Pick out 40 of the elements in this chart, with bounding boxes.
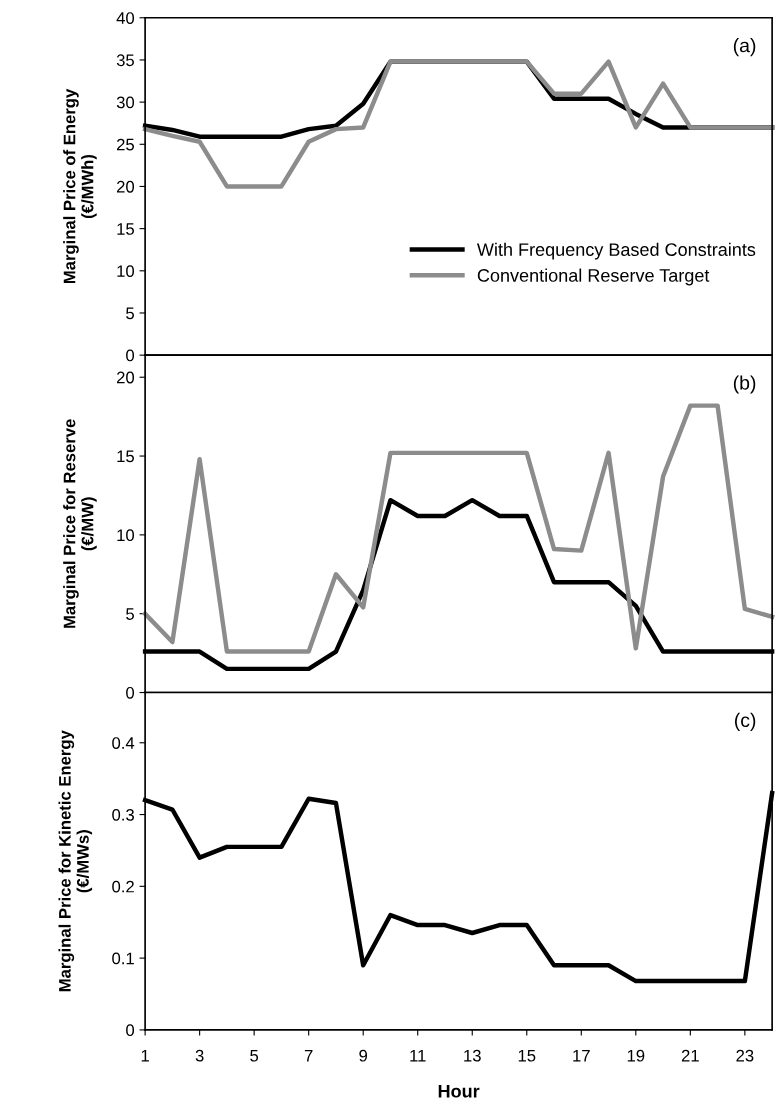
annotation: (c) [734,712,756,731]
y-tick-label: 15 [117,450,134,463]
x-axis-title: Hour [438,1084,480,1098]
y-tick-label: 10 [117,529,135,542]
y-tick-label: 30 [116,96,135,109]
y-tick-label: 0 [126,1024,135,1037]
y-tick-label: 0 [126,686,135,699]
y-tick-label: 35 [116,54,134,67]
x-tick-label: 13 [464,1049,481,1062]
x-tick-label: 23 [736,1049,754,1062]
x-tick-label: 1 [141,1049,149,1062]
y-tick-label: 40 [116,12,135,24]
y-tick-label: 0.2 [112,880,134,893]
y-tick-label: 10 [117,265,135,278]
y-axis-title: Marginal Price for Kinetic Energy (€/MWs) [58,730,93,992]
y-tick-label: 0.4 [112,737,135,749]
y-tick-label: 20 [117,371,135,384]
y-tick-label: 5 [126,307,134,320]
x-tick-label: 11 [410,1049,426,1062]
x-tick-label: 7 [304,1049,313,1062]
y-tick-label: 25 [117,138,134,151]
x-tick-label: 17 [573,1049,590,1062]
y-tick-label: 15 [117,223,134,235]
x-tick-label: 15 [518,1049,536,1062]
y-tick-label: 20 [117,180,135,193]
x-tick-label: 3 [195,1049,204,1062]
annotation: (b) [733,375,756,394]
legend-label: With Frequency Based Constraints [476,242,756,260]
y-tick-label: 0.3 [112,808,134,821]
x-tick-label: 19 [627,1049,645,1062]
x-tick-label: 9 [359,1049,368,1062]
y-tick-label: 0.1 [112,952,134,965]
legend-label: Conventional Reserve Target [477,268,710,286]
x-tick-label: 21 [681,1049,699,1062]
y-axis-title: Marginal Price of Energy (€/MWh) [63,88,97,284]
x-tick-label: 5 [250,1049,259,1062]
y-axis-title: Marginal Price for Reserve (€/MW) [63,419,97,628]
y-tick-label: 0 [126,349,135,362]
y-tick-label: 5 [126,608,134,620]
annotation: (a) [733,38,756,57]
